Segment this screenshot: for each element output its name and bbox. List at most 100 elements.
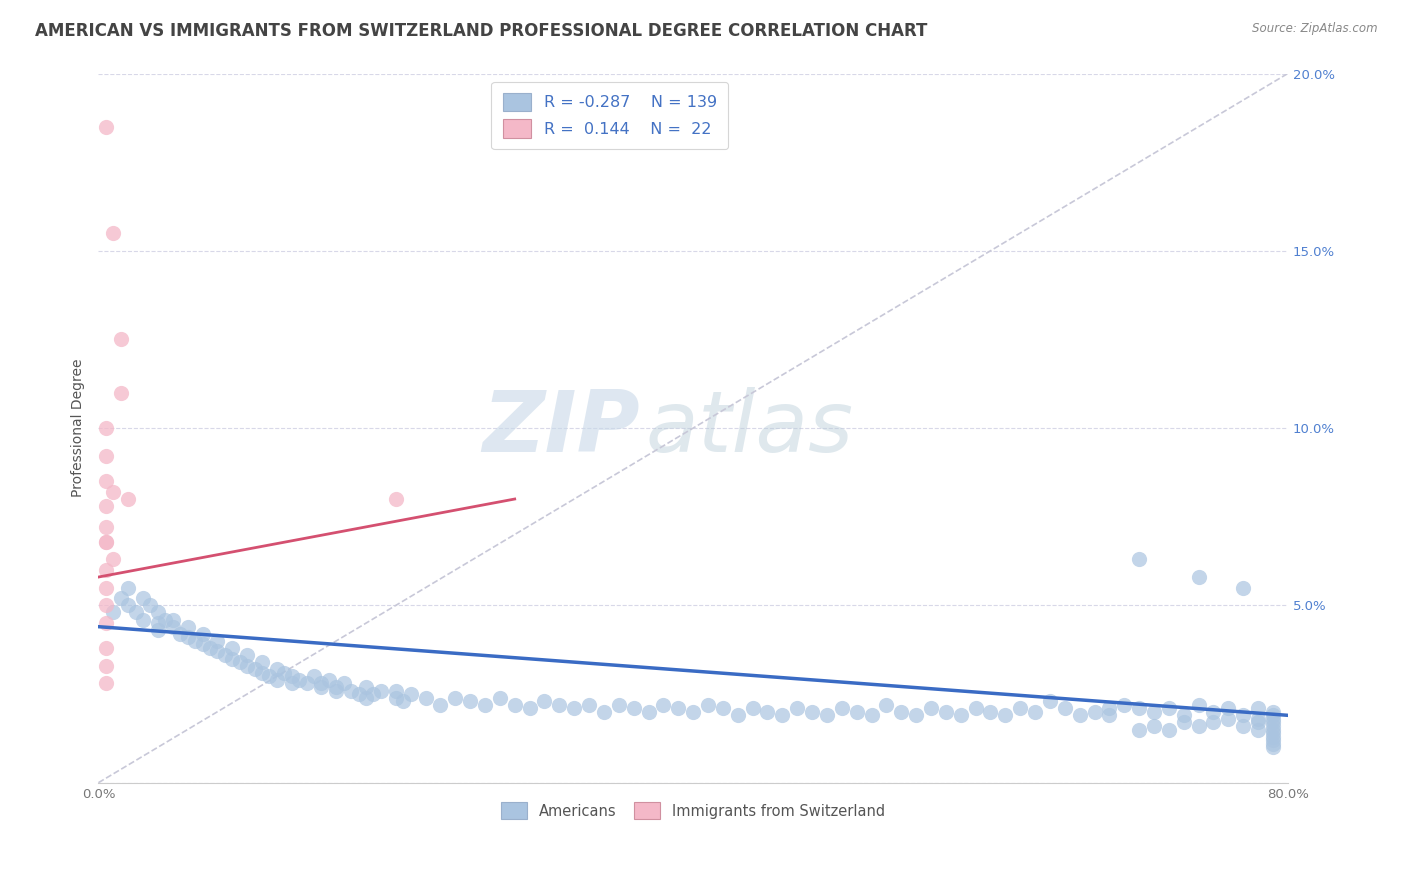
Point (340, 683, 363, 698)
Point (280, 669, 302, 683)
Point (236, 658, 259, 673)
Point (1261, 737, 1284, 751)
Point (103, 606, 125, 620)
Point (273, 665, 295, 680)
Point (1187, 698, 1209, 712)
Point (652, 698, 675, 712)
Point (875, 698, 897, 712)
Point (110, 333, 132, 347)
Point (94, 421, 117, 435)
Point (682, 705, 704, 719)
Point (489, 690, 512, 705)
Point (1053, 701, 1076, 715)
Point (474, 698, 496, 712)
Point (1202, 705, 1225, 719)
Point (184, 633, 207, 648)
Point (146, 606, 169, 620)
Point (1143, 705, 1166, 719)
Point (132, 591, 155, 606)
Point (325, 680, 347, 694)
Point (1098, 708, 1121, 723)
Point (1218, 712, 1240, 726)
Point (994, 708, 1017, 723)
Point (1232, 708, 1254, 723)
Point (94, 450, 117, 464)
Point (1232, 719, 1254, 733)
Point (103, 226, 125, 240)
Point (392, 694, 415, 708)
Point (94, 676, 117, 690)
Point (103, 552, 125, 566)
Point (607, 698, 630, 712)
Point (347, 687, 370, 701)
Point (198, 640, 221, 655)
Point (1083, 705, 1105, 719)
Point (965, 701, 987, 715)
Point (1024, 705, 1046, 719)
Point (1261, 712, 1284, 726)
Point (207, 633, 229, 648)
Point (415, 690, 437, 705)
Point (578, 698, 600, 712)
Point (311, 680, 333, 694)
Point (124, 606, 146, 620)
Point (94, 616, 117, 631)
Point (949, 708, 972, 723)
Point (1247, 701, 1270, 715)
Point (94, 640, 117, 655)
Point (243, 662, 266, 676)
Point (1187, 719, 1209, 733)
Point (801, 705, 824, 719)
Point (191, 637, 214, 651)
Point (295, 676, 318, 690)
Point (1128, 701, 1150, 715)
Point (191, 627, 214, 641)
Point (311, 676, 333, 690)
Point (519, 701, 541, 715)
Text: Source: ZipAtlas.com: Source: ZipAtlas.com (1253, 22, 1378, 36)
Point (176, 630, 198, 644)
Point (1261, 723, 1284, 737)
Point (1261, 740, 1284, 755)
Point (562, 701, 585, 715)
Point (162, 613, 184, 627)
Point (250, 655, 273, 669)
Point (384, 683, 406, 698)
Point (94, 534, 117, 549)
Point (325, 683, 347, 698)
Point (1261, 719, 1284, 733)
Point (890, 705, 912, 719)
Point (302, 669, 325, 683)
Point (162, 620, 184, 634)
Point (384, 491, 406, 506)
Point (1173, 708, 1195, 723)
Point (429, 698, 451, 712)
Point (1187, 570, 1209, 584)
Point (860, 708, 883, 723)
Point (845, 705, 868, 719)
Point (236, 648, 259, 662)
Point (935, 705, 957, 719)
Point (103, 484, 125, 499)
Point (94, 534, 117, 549)
Text: AMERICAN VS IMMIGRANTS FROM SWITZERLAND PROFESSIONAL DEGREE CORRELATION CHART: AMERICAN VS IMMIGRANTS FROM SWITZERLAND … (35, 22, 928, 40)
Point (444, 690, 467, 705)
Point (593, 705, 616, 719)
Point (666, 701, 689, 715)
Point (637, 705, 659, 719)
Point (155, 613, 177, 627)
Point (1128, 723, 1150, 737)
Point (146, 624, 169, 638)
Point (266, 662, 288, 676)
Point (139, 599, 162, 613)
Point (250, 665, 273, 680)
Point (1039, 694, 1062, 708)
Point (169, 627, 191, 641)
Point (979, 705, 1001, 719)
Point (354, 690, 377, 705)
Point (1261, 730, 1284, 744)
Point (221, 651, 243, 665)
Point (815, 708, 838, 723)
Point (110, 591, 132, 606)
Point (1010, 701, 1032, 715)
